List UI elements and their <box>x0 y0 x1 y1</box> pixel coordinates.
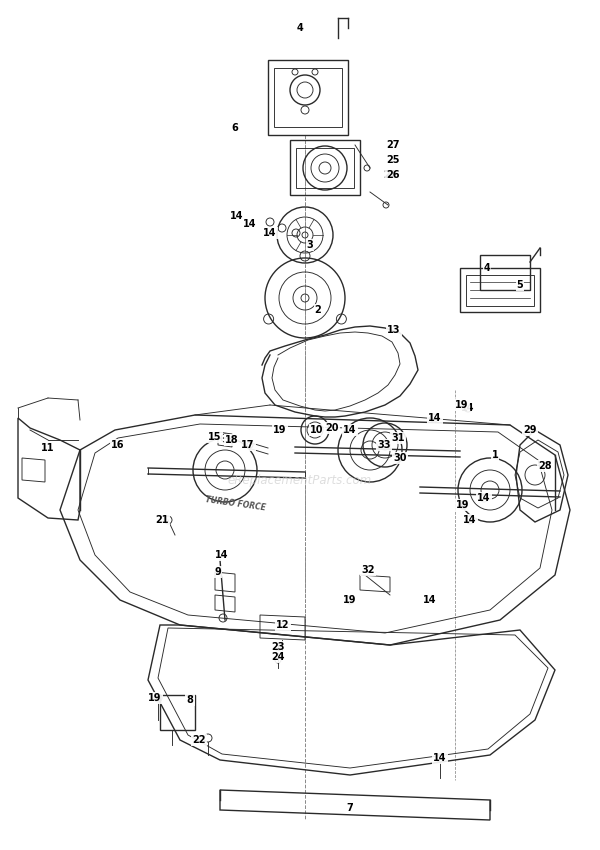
Text: 4: 4 <box>484 263 490 273</box>
Text: 21: 21 <box>155 515 169 525</box>
Text: 11: 11 <box>41 443 55 453</box>
Text: 14: 14 <box>243 219 257 229</box>
Text: 20: 20 <box>325 423 339 433</box>
Text: 14: 14 <box>463 515 477 525</box>
Text: TURBO FORCE: TURBO FORCE <box>205 495 266 512</box>
Text: 8: 8 <box>187 695 193 705</box>
Text: 32: 32 <box>361 565 375 575</box>
Text: 14: 14 <box>263 228 277 238</box>
Text: 23: 23 <box>271 642 285 652</box>
Text: 1: 1 <box>491 450 499 460</box>
Text: 10: 10 <box>310 425 324 435</box>
Text: 4: 4 <box>296 23 304 33</box>
Text: 7: 7 <box>347 803 353 813</box>
Text: 14: 14 <box>343 425 357 435</box>
Text: 15: 15 <box>208 432 222 442</box>
Text: 17: 17 <box>241 440 255 450</box>
Text: 14: 14 <box>428 413 442 423</box>
Text: 14: 14 <box>477 493 491 503</box>
Text: 5: 5 <box>517 280 523 290</box>
Text: 19: 19 <box>273 425 287 435</box>
Text: 14: 14 <box>423 595 437 605</box>
Text: 3: 3 <box>307 240 313 250</box>
Text: 19: 19 <box>148 693 162 703</box>
Text: 22: 22 <box>192 735 206 745</box>
Text: 27: 27 <box>386 140 400 150</box>
Text: 33: 33 <box>377 440 391 450</box>
Text: 21: 21 <box>383 170 397 180</box>
Text: 14: 14 <box>215 550 229 560</box>
Text: 16: 16 <box>111 440 125 450</box>
Text: 24: 24 <box>271 652 285 662</box>
Text: 30: 30 <box>393 453 407 463</box>
Text: 2: 2 <box>314 305 322 315</box>
Text: 26: 26 <box>386 170 400 180</box>
Text: 31: 31 <box>391 433 405 443</box>
Text: 18: 18 <box>225 435 239 445</box>
Text: 14: 14 <box>461 403 475 413</box>
Text: 25: 25 <box>386 155 400 165</box>
Text: eReplacementParts.com: eReplacementParts.com <box>228 473 372 486</box>
Text: 12: 12 <box>276 620 290 630</box>
Text: 13: 13 <box>387 325 401 335</box>
Text: 9: 9 <box>215 567 221 577</box>
Text: 6: 6 <box>232 123 238 133</box>
Text: 19: 19 <box>456 500 470 510</box>
Text: 14: 14 <box>230 211 244 221</box>
Text: 29: 29 <box>523 425 537 435</box>
Text: 19: 19 <box>455 400 469 410</box>
Text: 19: 19 <box>343 595 357 605</box>
Text: 14: 14 <box>433 753 447 763</box>
Text: 28: 28 <box>538 461 552 471</box>
